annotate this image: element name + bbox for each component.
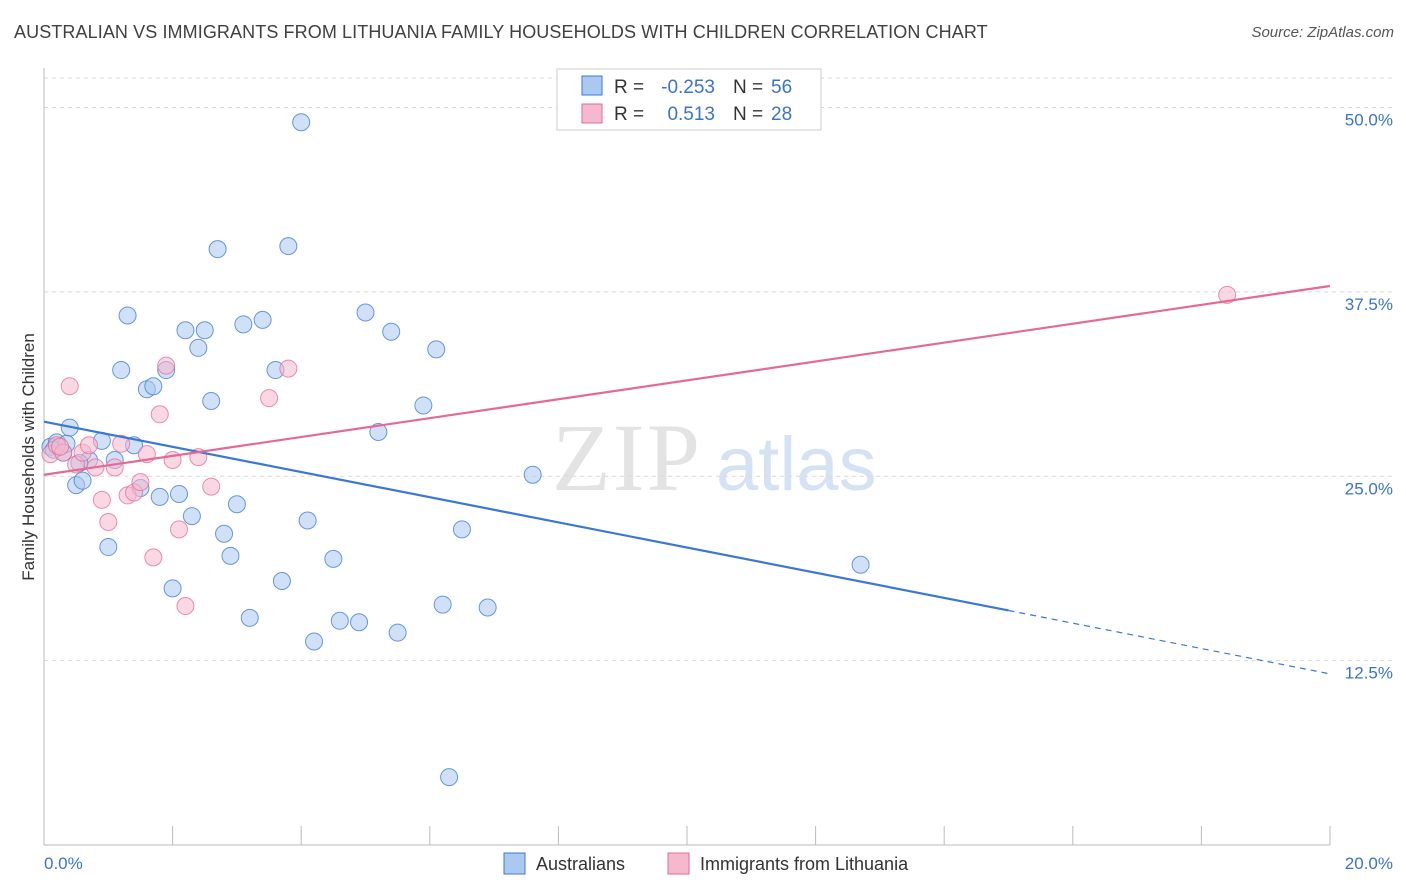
legend-r-value-1: -0.253 (661, 77, 715, 98)
australians-point (369, 423, 388, 441)
bottom-legend-label-australians: Australians (536, 854, 625, 874)
x-tick-label-max: 20.0% (1345, 854, 1393, 873)
australians-point (215, 524, 234, 543)
australians-point (427, 340, 446, 359)
australians-point (298, 511, 317, 530)
watermark-atlas: atlas (716, 422, 877, 507)
series-legend: Australians Immigrants from Lithuania (503, 852, 909, 875)
australians-point (112, 361, 131, 380)
australians-point (279, 237, 298, 256)
chart-title: AUSTRALIAN VS IMMIGRANTS FROM LITHUANIA … (14, 22, 988, 42)
australians-point (292, 113, 311, 132)
australians-point (414, 396, 433, 415)
australians-point (452, 520, 471, 539)
lithuania-point (260, 389, 279, 408)
y-tick-label: 12.5% (1345, 664, 1393, 683)
lithuania-point (170, 520, 189, 539)
australians-point (195, 321, 214, 340)
y-tick-labels: 12.5% 25.0% 37.5% 50.0% (1345, 111, 1393, 683)
australians-point (272, 571, 291, 590)
lithuania-point (131, 473, 150, 492)
correlation-legend: R = -0.253 N = 56 R = 0.513 N = 28 (556, 68, 822, 131)
australians-point (189, 338, 208, 357)
australians-point (851, 555, 870, 574)
australians-point (523, 465, 542, 484)
australians-point (240, 608, 259, 627)
legend-n-label-2: N = (733, 104, 763, 125)
watermark: ZIP atlas (552, 404, 877, 511)
australians-point (382, 322, 401, 341)
australians-point (356, 303, 375, 322)
australians-trend-line (43, 420, 1009, 612)
lithuania-point (144, 548, 163, 567)
x-tick-label-min: 0.0% (44, 854, 83, 873)
lithuania-point (99, 512, 118, 531)
gridlines (44, 77, 1395, 662)
australians-point (234, 315, 253, 334)
lithuania-point (279, 359, 298, 378)
bottom-legend-label-lithuania: Immigrants from Lithuania (700, 854, 909, 874)
australians-point (221, 546, 240, 565)
australians-point (253, 310, 272, 329)
lithuania-point (80, 436, 99, 455)
australians-point (350, 613, 369, 632)
australians-point (305, 632, 324, 651)
lithuania-point (60, 377, 79, 396)
legend-swatch-blue (581, 75, 603, 96)
source-credit: Source: ZipAtlas.com (1251, 24, 1394, 41)
australians-point (150, 487, 169, 506)
legend-r-label-2: R = (614, 104, 644, 125)
legend-r-value-2: 0.513 (667, 104, 715, 125)
australians-point (433, 595, 452, 614)
australians-point (208, 240, 227, 259)
watermark-zip: ZIP (552, 404, 702, 511)
lithuania-point (92, 490, 111, 509)
australians-point (202, 392, 221, 411)
australians-point (118, 306, 137, 325)
australians-point (182, 507, 201, 526)
y-tick-label: 50.0% (1345, 111, 1393, 130)
legend-n-label-1: N = (733, 77, 763, 98)
australians-point (227, 495, 246, 514)
australians-point (330, 611, 349, 630)
lithuania-point (157, 356, 176, 375)
australians-point (144, 377, 163, 396)
y-axis-title: Family Households with Children (19, 333, 38, 581)
legend-swatch-pink (581, 103, 603, 124)
lithuania-point (112, 434, 131, 453)
lithuania-point (176, 597, 195, 616)
y-tick-label: 25.0% (1345, 479, 1393, 498)
bottom-legend-swatch-pink (667, 852, 690, 875)
trend-lines (43, 284, 1331, 675)
lithuania-point (202, 477, 221, 496)
australians-point (73, 471, 92, 490)
australians-point (163, 579, 182, 598)
australians-point (440, 768, 459, 787)
australians-point (170, 484, 189, 503)
australians-point (478, 598, 497, 617)
lithuania-point (105, 458, 124, 477)
australians-trend-extrapolation (1008, 609, 1331, 675)
lithuania-point (51, 437, 70, 456)
bottom-legend-swatch-blue (503, 852, 526, 875)
lithuania-point (150, 405, 169, 424)
y-tick-label: 37.5% (1345, 295, 1393, 314)
legend-n-value-2: 28 (771, 104, 792, 125)
lithuania-trend-line (43, 284, 1331, 476)
lithuania-point (1218, 285, 1237, 304)
australians-point (176, 321, 195, 340)
australians-point (99, 538, 118, 557)
legend-r-label-1: R = (614, 77, 644, 98)
axes (43, 68, 1331, 846)
legend-n-value-1: 56 (771, 77, 792, 98)
series-lithuania (41, 285, 1237, 616)
australians-point (324, 549, 343, 568)
australians-point (388, 623, 407, 642)
